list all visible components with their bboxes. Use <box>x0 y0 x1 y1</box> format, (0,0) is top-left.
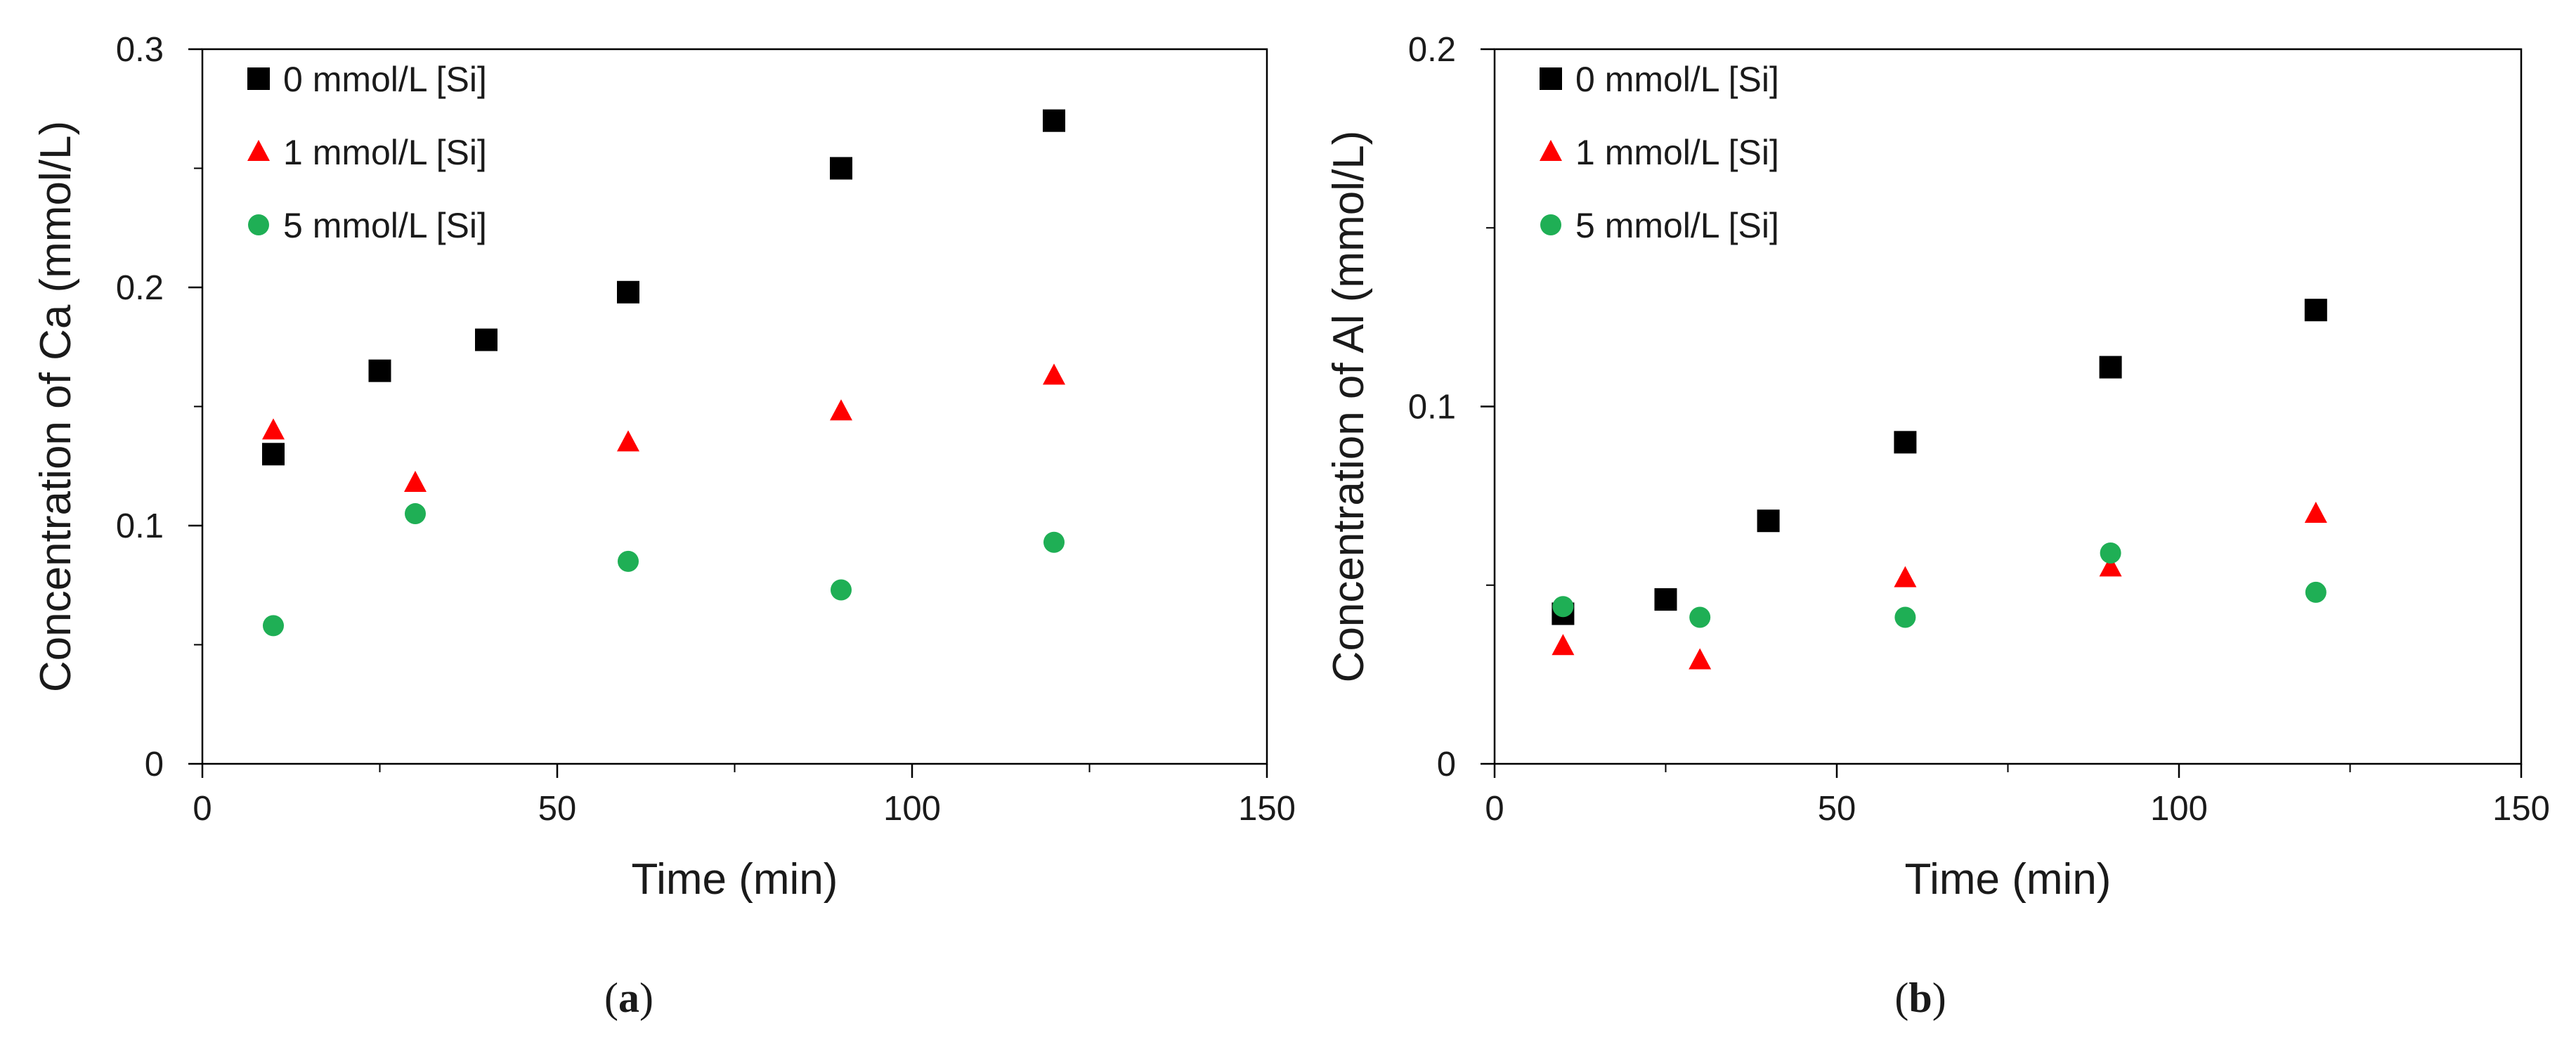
data-point-circle <box>1043 531 1065 553</box>
panel-caption: (b) <box>1894 975 1946 1021</box>
data-point-square <box>262 443 285 466</box>
data-point-square <box>1654 588 1677 611</box>
legend-marker-triangle <box>1540 140 1562 161</box>
y-tick-label: 0.1 <box>1408 389 1456 427</box>
x-axis-title: Time (min) <box>1905 855 2112 904</box>
legend-label: 0 mmol/L [Si] <box>283 60 487 99</box>
y-tick-label: 0.3 <box>116 31 164 69</box>
legend-label: 5 mmol/L [Si] <box>1575 206 1779 245</box>
legend-marker-circle <box>1540 214 1561 235</box>
data-point-circle <box>2100 542 2121 564</box>
data-point-square <box>368 359 391 382</box>
x-tick-label: 100 <box>883 790 941 828</box>
x-tick-label: 50 <box>538 790 577 828</box>
data-point-square <box>830 157 852 180</box>
data-point-square <box>1894 431 1917 454</box>
caption-letter: b <box>1908 975 1932 1021</box>
data-point-triangle <box>262 418 285 440</box>
x-tick-label: 150 <box>1238 790 1296 828</box>
data-point-circle <box>831 579 852 601</box>
data-point-triangle <box>830 399 852 421</box>
data-point-triangle <box>404 470 427 492</box>
x-axis-title: Time (min) <box>632 855 838 904</box>
panel-a: 0 50 100 150 0 0.1 0.2 0.3 Time (min) Concentrati… <box>32 31 1296 1021</box>
data-point-circle <box>2305 581 2327 603</box>
data-point-triangle <box>2304 502 2327 524</box>
data-point-square <box>2304 299 2327 322</box>
y-tick-label: 0 <box>1437 746 1456 783</box>
y-axis-title: Concentration of Ca (mmol/L) <box>32 121 80 692</box>
caption-close-paren: ) <box>639 975 653 1021</box>
y-tick-label: 0.2 <box>1408 31 1456 69</box>
legend-marker-circle <box>248 214 269 235</box>
x-tick-label: 50 <box>1818 790 1856 828</box>
data-point-circle <box>1552 596 1574 618</box>
legend-marker-square <box>247 67 270 90</box>
data-point-triangle <box>2099 555 2122 577</box>
data-point-triangle <box>617 430 639 452</box>
data-point-triangle <box>1894 566 1917 587</box>
data-point-triangle <box>1043 363 1065 385</box>
caption-close-paren: ) <box>1932 975 1946 1021</box>
data-point-circle <box>1894 606 1916 628</box>
y-tick-label: 0 <box>145 746 164 783</box>
data-point-square <box>1757 509 1780 533</box>
x-tick-label: 0 <box>193 790 212 828</box>
legend-marker-square <box>1540 67 1562 90</box>
y-tick-label: 0.1 <box>116 507 164 545</box>
legend-label: 0 mmol/L [Si] <box>1575 60 1779 99</box>
panel-caption: (a) <box>604 975 653 1021</box>
y-axis-title: Concentration of Al (mmol/L) <box>1325 131 1373 683</box>
caption-open-paren: ( <box>604 975 618 1021</box>
legend-marker-triangle <box>247 140 270 161</box>
data-point-square <box>1043 109 1065 132</box>
legend-label: 1 mmol/L [Si] <box>283 133 487 172</box>
x-tick-label: 150 <box>2492 790 2550 828</box>
data-point-square <box>2099 356 2122 379</box>
x-tick-label: 100 <box>2150 790 2208 828</box>
caption-letter: a <box>618 975 639 1021</box>
data-point-square <box>475 328 497 351</box>
data-point-circle <box>1689 606 1711 628</box>
y-tick-label: 0.2 <box>116 269 164 307</box>
caption-open-paren: ( <box>1894 975 1908 1021</box>
data-point-circle <box>618 550 639 572</box>
data-point-triangle <box>1689 648 1712 670</box>
data-point-circle <box>405 503 426 525</box>
panel-b: 0 50 100 150 0 0.1 0.2 Time (min) Concentration … <box>1325 31 2550 1021</box>
data-point-triangle <box>1552 634 1575 656</box>
legend-label: 1 mmol/L [Si] <box>1575 133 1779 172</box>
x-tick-label: 0 <box>1485 790 1504 828</box>
data-point-square <box>617 280 639 304</box>
data-point-circle <box>263 615 284 637</box>
legend-label: 5 mmol/L [Si] <box>283 206 487 245</box>
